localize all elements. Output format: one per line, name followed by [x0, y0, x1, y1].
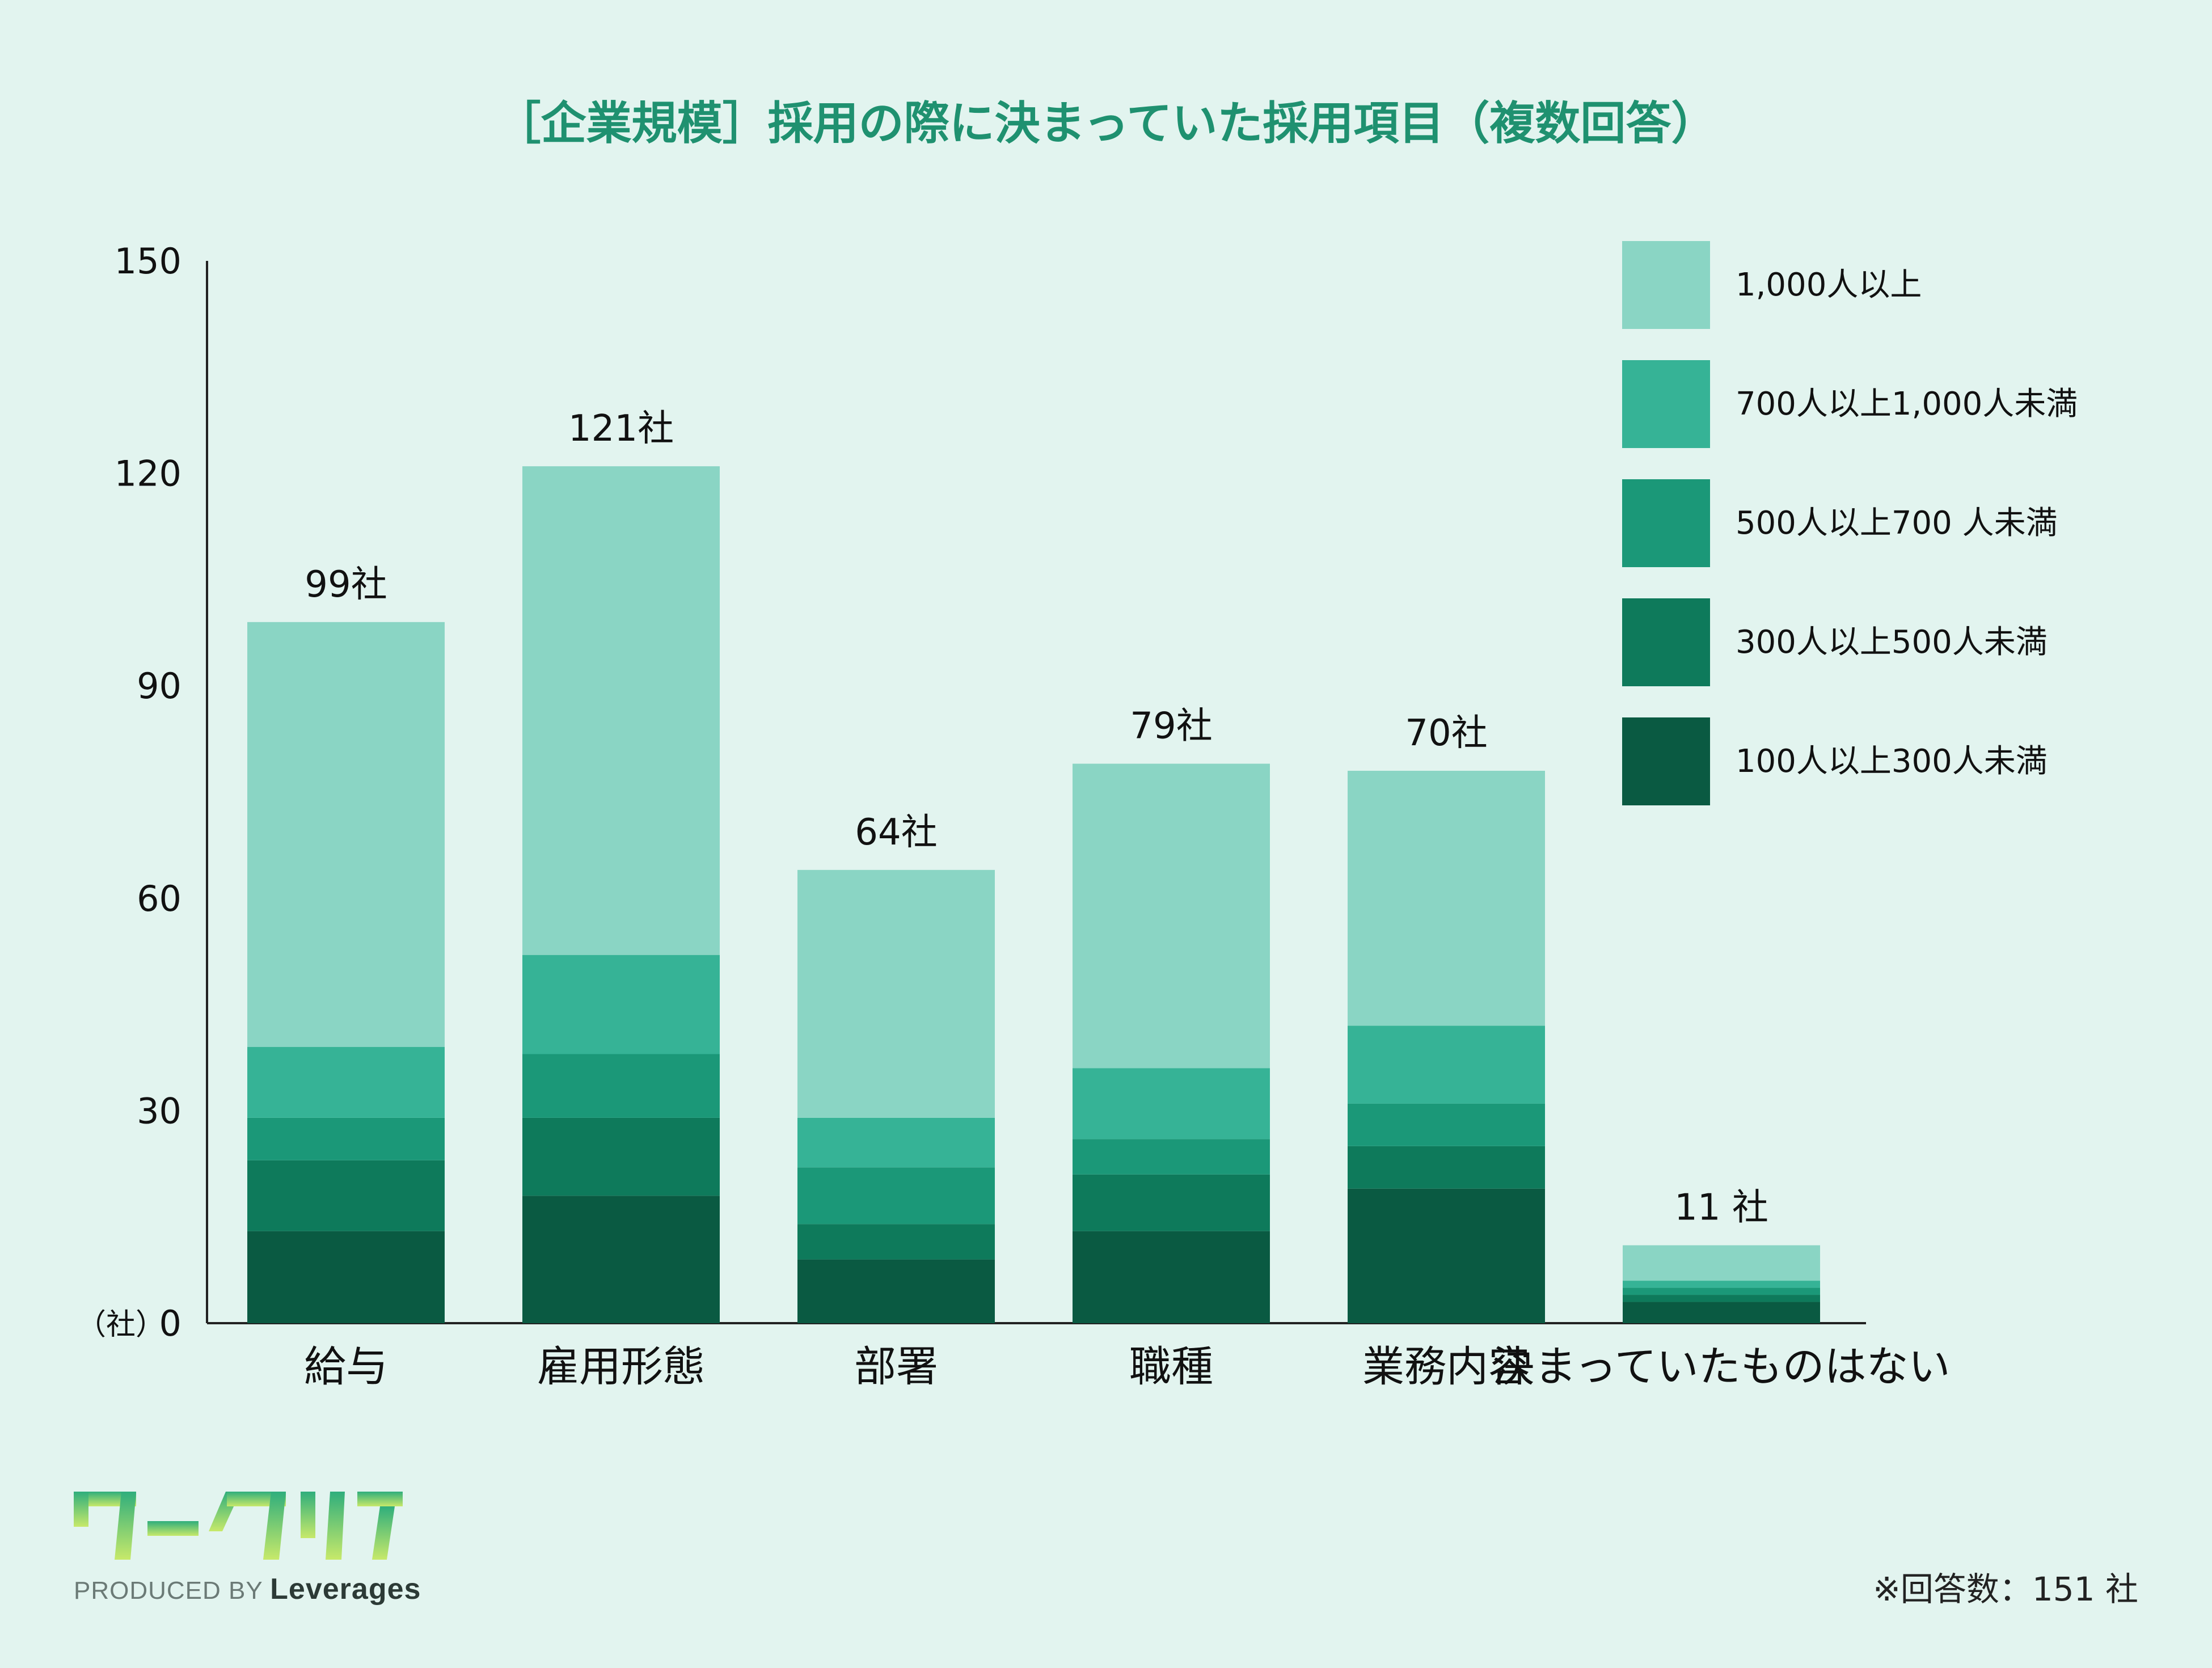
bar-total-label: 11 社 — [1674, 1187, 1768, 1229]
bar-segment — [797, 1117, 995, 1168]
bar-segment — [1623, 1302, 1820, 1323]
produced-by-label: PRODUCED BY — [74, 1577, 263, 1604]
legend-label: 500人以上700 人未満 — [1736, 505, 2058, 542]
bar-segment — [522, 1196, 720, 1323]
bar-segment — [522, 955, 720, 1054]
chart-title: ［企業規模］採用の際に決まっていた採用項目（複数回答） — [496, 97, 1717, 150]
bar-segment — [1073, 763, 1270, 1069]
x-tick-label: 決まっていたものはない — [1492, 1342, 1950, 1391]
bar-segment — [247, 1160, 445, 1231]
bar-segment — [1623, 1281, 1820, 1288]
x-tick-label: 給与 — [304, 1342, 388, 1391]
bar-segment — [522, 466, 720, 955]
y-tick-label: 120 — [115, 453, 181, 495]
logo — [74, 1486, 403, 1611]
bar-segment — [1348, 1103, 1545, 1146]
bar-segment — [1623, 1287, 1820, 1295]
legend-swatch — [1622, 479, 1710, 567]
legend-label: 300人以上500人未満 — [1736, 624, 2048, 661]
bar-segment — [797, 1167, 995, 1224]
bar-segment — [1348, 1025, 1545, 1104]
bar-segment — [1623, 1295, 1820, 1302]
bar-segment — [1348, 1146, 1545, 1189]
bar-segment — [797, 869, 995, 1118]
x-tick-label: 雇用形態 — [537, 1342, 705, 1391]
bar-segment — [1348, 1188, 1545, 1323]
bar-segment — [797, 1224, 995, 1260]
bar-total-label: 121社 — [568, 408, 674, 450]
y-tick-label: 60 — [137, 878, 181, 919]
legend: 1,000人以上 700人以上1,000人未満 500人以上700 人未満 300人以… — [1622, 241, 2078, 805]
legend-swatch — [1622, 717, 1710, 805]
legend-swatch — [1622, 241, 1710, 329]
y-axis-label: （社） — [77, 1308, 165, 1342]
bar-segment — [522, 1117, 720, 1196]
y-tick-label: 0 — [159, 1303, 181, 1344]
y-tick-label: 150 — [115, 240, 181, 282]
bar-total-label: 79社 — [1130, 706, 1212, 748]
response-count-note: ※回答数：151 社 — [1873, 1570, 2138, 1608]
bar-segment — [247, 1047, 445, 1118]
logo-mark — [74, 1492, 403, 1560]
legend-swatch — [1622, 598, 1710, 686]
legend-label: 100人以上300人未満 — [1736, 743, 2048, 780]
bar-segment — [522, 1054, 720, 1118]
x-tick-label: 職種 — [1129, 1342, 1213, 1391]
y-tick-label: 90 — [137, 665, 181, 707]
bar-segment — [1623, 1245, 1820, 1281]
bar-segment — [247, 622, 445, 1048]
brand-name: Leverages — [270, 1573, 421, 1606]
y-tick-label: 30 — [137, 1090, 181, 1131]
legend-swatch — [1622, 360, 1710, 448]
legend-label: 1,000人以上 — [1736, 267, 1922, 303]
x-tick-label: 部署 — [854, 1342, 938, 1391]
bar-segment — [1073, 1231, 1270, 1323]
bar-segment — [1073, 1068, 1270, 1139]
x-tick-label: 業務内容 — [1362, 1342, 1530, 1391]
bar-total-label: 99社 — [305, 564, 387, 606]
bar-segment — [797, 1259, 995, 1323]
bar-total-label: 70社 — [1405, 712, 1487, 754]
bar-segment — [1073, 1139, 1270, 1175]
bar-segment — [247, 1117, 445, 1160]
bar-segment — [1348, 771, 1545, 1026]
legend-label: 700人以上1,000人未満 — [1736, 386, 2078, 423]
axes: 0 30 60 90 120 150 （社） — [77, 240, 1866, 1344]
bar-total-label: 64社 — [855, 812, 937, 854]
produced-by: PRODUCED BY Leverages — [74, 1572, 421, 1606]
bar-segment — [1073, 1174, 1270, 1231]
bar-segment — [247, 1231, 445, 1323]
